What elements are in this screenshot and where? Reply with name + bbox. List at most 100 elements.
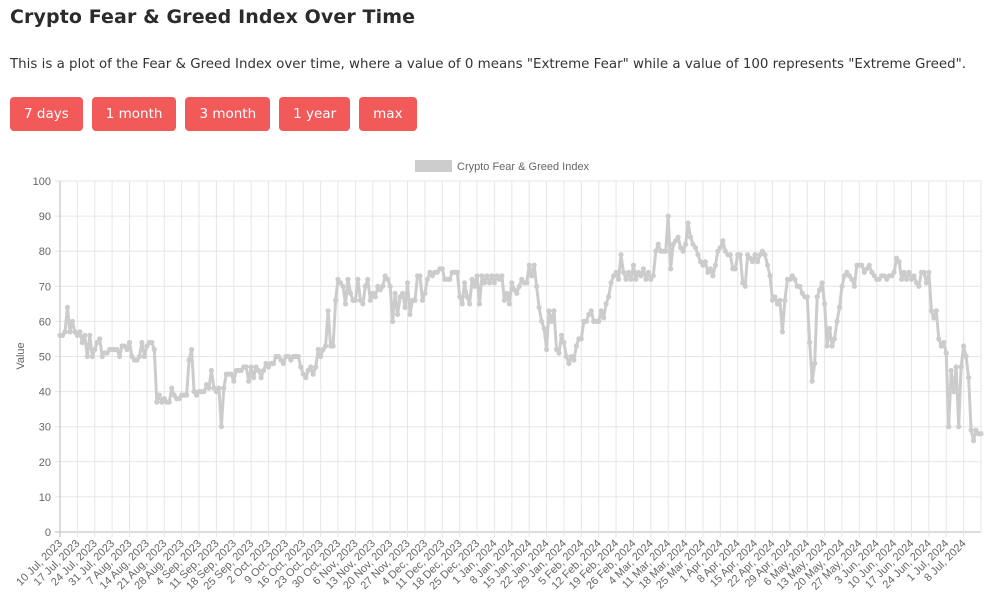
data-point	[923, 280, 930, 286]
data-point	[764, 262, 771, 268]
data-point	[315, 346, 321, 353]
data-point	[218, 424, 224, 430]
range-button-group: 7 days 1 month 3 month 1 year max	[10, 97, 417, 131]
data-point	[462, 280, 468, 286]
data-point	[419, 297, 425, 303]
data-point	[561, 339, 567, 346]
data-point	[750, 259, 756, 265]
data-point	[608, 280, 614, 286]
data-point	[824, 343, 830, 349]
data-point	[906, 269, 912, 275]
data-point	[958, 364, 964, 370]
data-point	[459, 301, 465, 307]
data-point	[365, 276, 371, 282]
data-point	[606, 294, 612, 300]
data-point	[407, 311, 413, 317]
data-point	[67, 329, 73, 335]
data-point	[948, 367, 954, 374]
data-point	[476, 301, 483, 307]
data-point	[464, 294, 470, 300]
data-point	[767, 273, 773, 279]
y-tick-label: 0	[45, 527, 51, 539]
data-point	[978, 431, 984, 437]
y-tick-label: 10	[39, 492, 51, 504]
range-1-month-button[interactable]: 1 month	[91, 97, 177, 131]
data-point	[514, 290, 520, 296]
data-point	[777, 297, 783, 303]
data-point	[544, 346, 550, 353]
y-tick-label: 30	[39, 422, 51, 434]
data-point	[156, 392, 162, 398]
data-point	[578, 336, 584, 342]
data-point	[839, 283, 845, 289]
data-point	[640, 266, 647, 272]
data-point	[313, 364, 319, 370]
data-point	[601, 315, 607, 321]
data-point	[742, 283, 748, 289]
data-point	[534, 283, 540, 289]
data-point	[762, 252, 768, 258]
data-point	[87, 332, 93, 338]
range-max-button[interactable]: max	[359, 97, 417, 131]
data-point	[501, 297, 507, 303]
range-1-year-button[interactable]: 1 year	[279, 97, 351, 131]
data-point	[931, 315, 937, 321]
legend[interactable]: Crypto Fear & Greed Index	[415, 160, 590, 173]
data-point	[454, 269, 460, 275]
data-point	[834, 318, 840, 324]
data-point	[536, 304, 542, 310]
data-point	[447, 276, 453, 282]
data-point	[650, 273, 656, 279]
data-point	[149, 339, 155, 346]
data-point	[683, 241, 689, 247]
data-point	[139, 339, 145, 346]
data-point	[822, 301, 828, 307]
data-point	[186, 357, 192, 363]
data-point	[655, 241, 661, 247]
data-point	[933, 308, 939, 314]
data-point	[141, 353, 147, 360]
data-point	[558, 332, 565, 338]
data-point	[126, 339, 133, 346]
data-point	[548, 318, 555, 324]
data-point	[859, 262, 865, 268]
data-point	[588, 308, 594, 314]
data-point	[529, 273, 535, 279]
y-tick-label: 60	[39, 316, 51, 328]
data-point	[727, 252, 733, 258]
data-point	[486, 280, 493, 286]
data-point	[412, 297, 418, 303]
data-point	[956, 424, 962, 430]
range-7-days-button[interactable]: 7 days	[10, 97, 83, 131]
data-point	[866, 262, 872, 268]
data-point	[571, 357, 577, 363]
data-point	[280, 360, 286, 367]
range-3-month-button[interactable]: 3 month	[185, 97, 271, 131]
data-point	[79, 339, 85, 346]
data-point	[216, 385, 222, 391]
data-point	[524, 280, 530, 286]
data-point	[352, 297, 358, 303]
data-point	[831, 336, 838, 342]
data-point	[630, 262, 637, 268]
y-tick-label: 90	[39, 211, 51, 223]
data-point	[712, 262, 719, 268]
data-point	[516, 283, 522, 289]
data-point	[362, 283, 368, 289]
y-axis-title: Value	[15, 342, 27, 369]
data-point	[911, 273, 917, 279]
data-point	[340, 283, 346, 289]
data-point	[472, 283, 478, 289]
data-point	[231, 378, 237, 384]
data-point	[256, 367, 262, 374]
data-point	[809, 378, 815, 384]
y-tick-label: 100	[33, 176, 51, 188]
data-point	[953, 364, 959, 370]
data-point	[566, 360, 572, 367]
data-point	[556, 350, 562, 356]
data-point	[92, 346, 98, 353]
data-point	[849, 276, 855, 282]
data-point	[506, 301, 512, 307]
data-point	[675, 234, 681, 240]
data-point	[62, 329, 68, 335]
